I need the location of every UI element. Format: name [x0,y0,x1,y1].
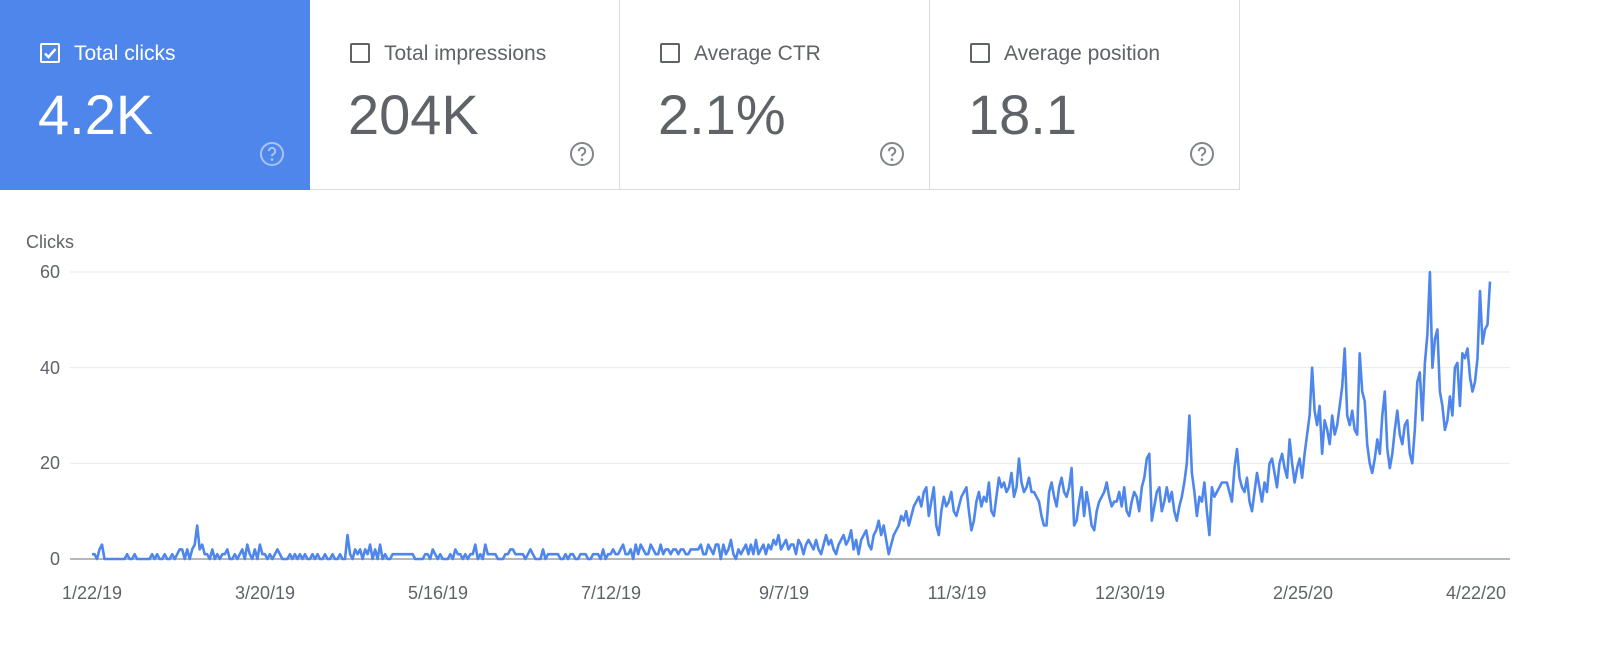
chart-series [92,270,1492,561]
metric-value: 204K [348,83,479,146]
checkbox-icon[interactable] [40,43,60,63]
y-axis-title: Clicks [26,232,74,252]
metric-label: Average position [1004,42,1161,65]
metric-card-total-impressions[interactable]: Total impressions 204K [310,0,620,190]
help-circle-icon[interactable] [569,141,595,167]
y-tick-label: 0 [49,549,60,569]
metric-card-average-ctr[interactable]: Average CTR 2.1% [620,0,930,190]
metric-card-total-clicks[interactable]: Total clicks 4.2K [0,0,310,190]
metric-value: 18.1 [968,83,1077,146]
x-tick-label: 4/22/20 [1445,583,1507,603]
checkbox-icon[interactable] [660,43,680,63]
x-tick-label: 5/16/19 [407,583,469,603]
metric-cards: Total clicks 4.2K Total impressions 204K… [0,0,1240,190]
metric-label: Average CTR [694,42,821,65]
series-line-clicks [92,270,1492,561]
y-tick-label: 40 [39,358,60,378]
help-circle-icon[interactable] [1189,141,1215,167]
metric-value: 4.2K [38,83,154,146]
x-tick-label: 11/3/19 [927,583,987,603]
checkbox-icon[interactable] [350,43,370,63]
x-tick-label: 2/25/20 [1272,583,1334,603]
metric-label: Total impressions [384,42,547,65]
checkbox-icon[interactable] [970,43,990,63]
y-tick-label: 20 [39,453,60,473]
chart-gridlines [70,271,1510,560]
y-tick-label: 60 [39,262,60,282]
x-tick-label: 7/12/19 [580,583,642,603]
help-circle-icon[interactable] [259,141,285,167]
x-tick-label: 9/7/19 [758,583,810,603]
x-tick-label: 1/22/19 [61,583,123,603]
help-circle-icon[interactable] [879,141,905,167]
metric-value: 2.1% [658,83,786,146]
x-tick-label: 12/30/19 [1094,583,1166,603]
x-tick-label: 3/20/19 [234,583,296,603]
metric-card-average-position[interactable]: Average position 18.1 [930,0,1240,190]
metric-label: Total clicks [74,42,176,65]
